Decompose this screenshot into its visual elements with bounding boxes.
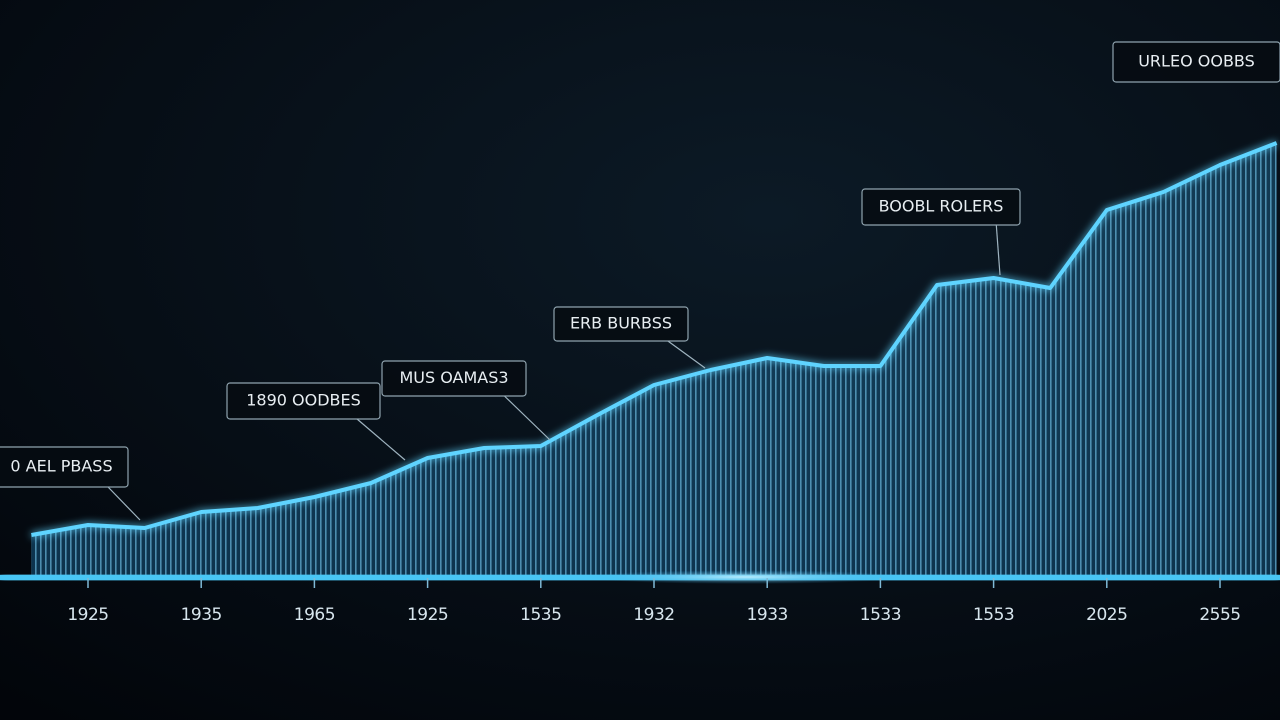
- annotation-box: [553, 306, 689, 342]
- x-tick-label: 2555: [1199, 605, 1240, 625]
- annotation-box: [381, 360, 527, 397]
- x-tick-label: 1935: [181, 605, 222, 625]
- x-tick-label: 1925: [67, 605, 108, 625]
- annotation-label: MUS OAMAS3: [399, 368, 508, 387]
- x-tick-label: 1925: [407, 605, 448, 625]
- x-tick-label: 2025: [1086, 605, 1127, 625]
- annotation-box: [861, 188, 1021, 226]
- annotation-label: ERB BURBSS: [570, 314, 672, 333]
- x-tick-label: 1535: [520, 605, 561, 625]
- annotation-leader: [995, 224, 1001, 276]
- annotation-box: [226, 382, 381, 420]
- x-tick-label: 1553: [973, 605, 1014, 625]
- annotation-label: BOOBL ROLERS: [879, 197, 1004, 216]
- annotation-box: [0, 446, 129, 488]
- baseline-glow: [585, 570, 905, 584]
- area-hatch: [31, 143, 1277, 578]
- x-tick-label: 1533: [860, 605, 901, 625]
- x-tick-label: 1965: [294, 605, 335, 625]
- annotation-box: [1112, 41, 1280, 83]
- series-line: [31, 141, 1278, 537]
- annotation-leader: [503, 395, 551, 441]
- annotation-leader: [667, 340, 706, 369]
- annotation-label: 1890 OODBES: [246, 391, 361, 410]
- annotation-label: 0 AEL PBASS: [10, 457, 112, 476]
- annotation-leader: [356, 418, 406, 461]
- x-tick-label: 1933: [747, 605, 788, 625]
- x-tick-label: 1932: [633, 605, 674, 625]
- annotation-leader: [107, 486, 141, 521]
- annotation-label: URLEO OOBBS: [1138, 52, 1255, 71]
- plot-area: [31, 141, 1278, 578]
